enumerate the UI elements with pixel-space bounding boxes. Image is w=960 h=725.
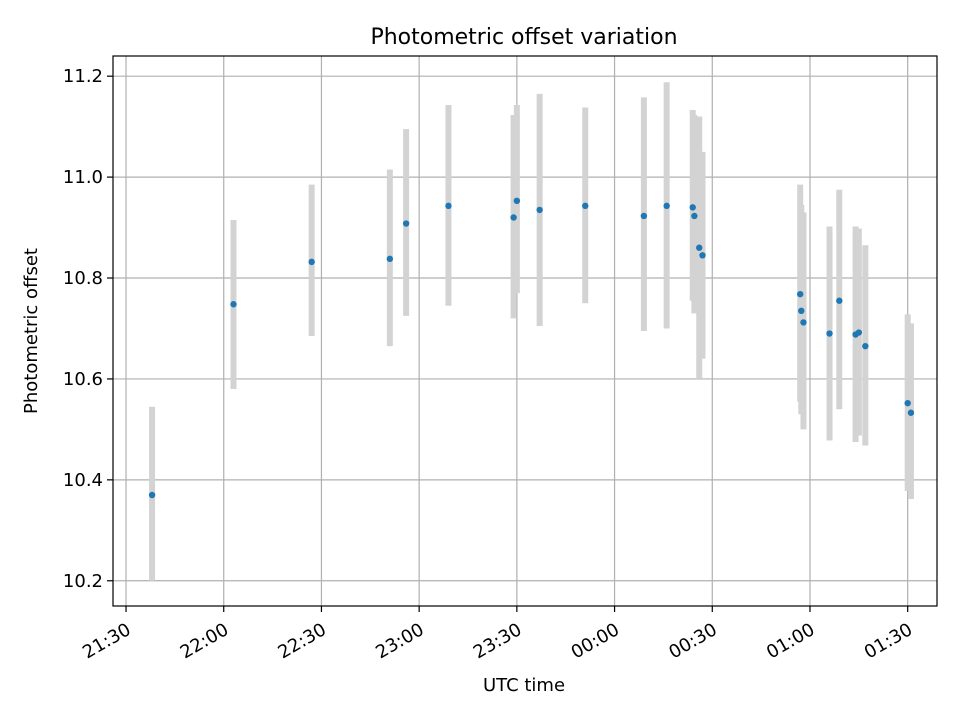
data-point: [907, 409, 915, 416]
data-point: [798, 307, 805, 315]
data-point: [689, 204, 696, 211]
data-point: [582, 202, 589, 210]
x-axis-label: UTC time: [483, 675, 565, 696]
data-point: [904, 399, 911, 407]
data-point: [691, 212, 698, 220]
data-point: [536, 206, 543, 214]
data-points: [148, 197, 915, 499]
y-tick-label: 11.2: [63, 66, 103, 87]
data-point: [797, 290, 804, 298]
data-point: [445, 202, 452, 210]
data-point: [510, 214, 517, 221]
data-point: [855, 329, 863, 336]
y-tick-label: 10.2: [63, 571, 103, 592]
data-point: [148, 491, 156, 499]
data-point: [663, 202, 670, 210]
data-point: [826, 330, 833, 337]
data-point: [640, 212, 648, 220]
data-point: [836, 297, 843, 304]
chart-title: Photometric offset variation: [370, 25, 677, 50]
data-point: [513, 197, 521, 205]
data-point: [699, 252, 706, 259]
y-tick-label: 10.6: [63, 369, 103, 390]
data-point: [386, 255, 394, 263]
data-point: [230, 301, 237, 308]
plot-area-frame: [112, 55, 938, 607]
y-axis-label: Photometric offset: [21, 248, 42, 414]
y-tick-label: 10.4: [63, 470, 103, 491]
data-point: [800, 319, 807, 326]
data-point: [308, 258, 315, 266]
y-tick-label: 10.8: [63, 268, 103, 289]
data-point: [402, 220, 410, 227]
y-tick-label: 11.0: [63, 167, 103, 188]
data-point: [862, 342, 869, 350]
data-point: [696, 244, 703, 251]
y-axis-ticks: 10.2 10.4 10.6 10.8 11.0 11.2: [63, 66, 113, 592]
